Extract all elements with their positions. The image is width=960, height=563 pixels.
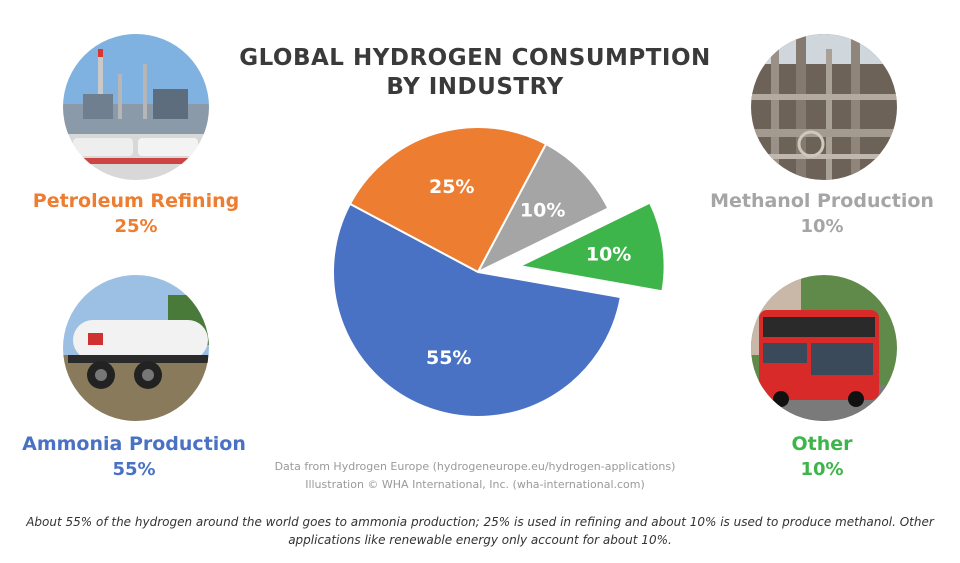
methanol-plant-photo (751, 34, 897, 180)
other-percent: 10% (800, 459, 844, 480)
pie-slice-other (516, 201, 666, 293)
source-note: Data from Hydrogen Europe (hydrogeneurop… (270, 458, 680, 494)
slice-label-other: 10% (586, 244, 631, 266)
refining-name: Petroleum Refining (32, 190, 240, 212)
methanol-label: Methanol Production 10% (692, 188, 952, 240)
methanol-name: Methanol Production (710, 190, 934, 212)
slice-label-petroleum-refining: 25% (429, 176, 474, 198)
slice-label-ammonia-production: 55% (426, 347, 471, 369)
source-line-1: Data from Hydrogen Europe (hydrogeneurop… (274, 460, 676, 473)
pie-slice-methanol-production (475, 142, 610, 275)
ammonia-name: Ammonia Production (22, 433, 246, 455)
chart-title-line-1: GLOBAL HYDROGEN CONSUMPTION (239, 45, 711, 71)
methanol-percent: 10% (800, 216, 844, 237)
source-line-2: Illustration © WHA International, Inc. (… (305, 478, 645, 491)
other-label: Other 10% (692, 431, 952, 483)
figure-caption: About 55% of the hydrogen around the wor… (26, 515, 934, 547)
bus-photo (751, 275, 897, 421)
chart-title: GLOBAL HYDROGEN CONSUMPTION BY INDUSTRY (230, 44, 720, 102)
chart-title-line-2: BY INDUSTRY (386, 74, 564, 100)
other-name: Other (791, 433, 853, 455)
pie-slice-ammonia-production (332, 202, 622, 418)
slice-label-methanol-production: 10% (520, 200, 565, 222)
refining-label: Petroleum Refining 25% (6, 188, 266, 240)
ammonia-percent: 55% (112, 459, 156, 480)
refining-percent: 25% (114, 216, 158, 237)
ammonia-label: Ammonia Production 55% (4, 431, 264, 483)
